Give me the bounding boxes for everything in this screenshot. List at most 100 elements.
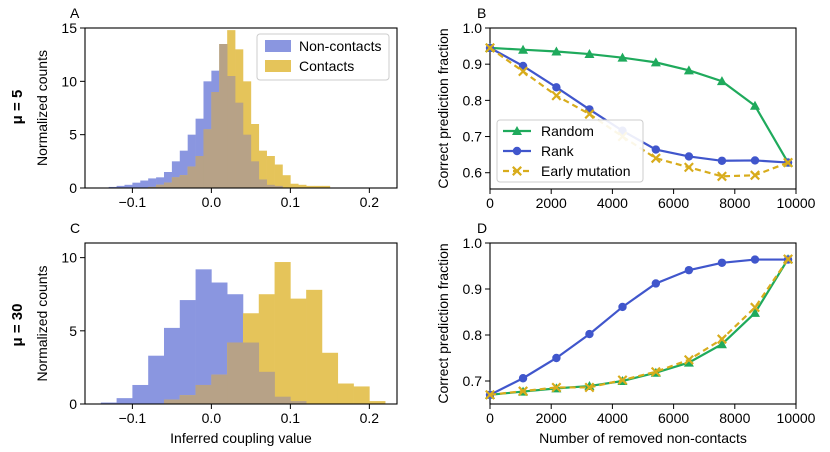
overlap-bar [195,156,204,188]
x-marker [617,375,628,386]
x-tick-label: 2000 [536,195,567,211]
panel-b: 0 2000 4000 6000 8000 10000 0.6 0.7 0.8 0.9 1.0B Co… [435,5,816,211]
x-marker [551,382,562,393]
contacts-bar [290,183,299,188]
row-label-mu30: μ = 30 [9,304,26,347]
y-axis-label: Correct prediction fraction [435,243,451,403]
panel-letter: D [477,220,487,236]
axes-frame [84,27,398,189]
overlap-bar [250,161,260,188]
histogram-bars [100,262,386,404]
noncontacts-bar [171,161,181,188]
triangle-marker [650,57,661,67]
x-marker [485,389,495,400]
y-tick-label: 0 [69,396,77,412]
x-tick-label: −0.1 [119,410,147,426]
overlap-bar [195,384,212,404]
axes-frame [489,242,797,405]
x-marker [518,66,529,77]
y-tick-label: 1.0 [463,20,483,36]
x-tick-label: 8000 [719,195,750,211]
row-label-mu5: μ = 5 [9,90,26,125]
triangle-marker [716,76,727,86]
overlap-bar [242,342,260,404]
triangle-marker [683,357,694,367]
y-tick-label: 5 [69,323,77,339]
overlap-bar [163,182,173,188]
y-tick-label: 0.8 [463,92,483,108]
y-axis-label: Correct prediction fraction [435,28,451,188]
x-marker [584,109,595,120]
y-tick-label: 0.7 [463,373,483,389]
overlap-bar [290,401,307,404]
legend-label: Rank [541,143,575,159]
contacts-bar [369,401,386,404]
x-tick-label: 0.0 [202,194,222,210]
noncontacts-bar [156,177,165,188]
legend-label: Non-contacts [299,38,381,54]
legend-swatch [265,60,291,72]
x-tick-label: 0.1 [281,410,301,426]
overlap-bar [258,371,275,404]
x-marker [783,157,794,168]
circle-marker [717,156,727,165]
legend-label: Random [541,123,594,139]
x-marker [650,153,661,164]
x-marker [485,42,495,53]
series-early [485,254,794,400]
overlap-bar [242,134,252,188]
circle-marker [651,279,661,288]
noncontacts-bar [148,355,165,404]
legend-label: Contacts [299,58,354,74]
x-marker [512,166,522,176]
y-tick-label: 0.7 [463,129,483,145]
x-tick-label: 4000 [597,410,628,426]
panel-letter: C [70,220,80,236]
x-tick-label: 0.1 [281,194,301,210]
y-tick-label: 10 [61,250,77,266]
panel-a: −0.1 0.0 0.1 0.2 0 5 10 15A Normalized counts Non… [34,5,398,210]
circle-marker [717,258,727,267]
noncontacts-bar [187,134,196,188]
x-tick-label: 2000 [536,410,567,426]
noncontacts-bar [179,300,196,404]
y-axis-label: Normalized counts [34,266,50,382]
x-marker [518,386,529,397]
x-tick-label: −0.1 [119,194,147,210]
contacts-bar [250,124,260,188]
legend: Non-contacts Contacts [256,33,390,81]
x-marker [683,354,694,365]
noncontacts-bar [179,150,188,188]
contacts-bar [353,386,370,404]
circle-marker [618,302,627,312]
overlap-bar [179,395,196,404]
x-axis-label: Number of removed non-contacts [539,430,747,446]
x-marker [584,382,595,393]
circle-marker [518,374,528,383]
overlap-bar [258,179,267,188]
x-marker [783,254,794,265]
series-line [489,258,789,396]
contacts-bar [290,298,307,404]
overlap-bar [211,92,220,188]
overlap-bar [274,396,291,404]
y-tick-label: 10 [61,73,77,89]
panel-c: −0.1 0.0 0.1 0.2 0 5 10 C Normalized counts Infer… [34,220,398,446]
x-tick-label: 10000 [777,195,816,211]
overlap-bar [187,166,196,188]
x-marker [650,366,661,377]
overlap-bar [219,44,228,188]
panel-letter: A [70,5,80,21]
x-marker [683,162,694,173]
contacts-bar [306,185,315,188]
series-line [489,46,789,164]
histogram-bars [108,30,331,188]
x-tick-label: 4000 [597,195,628,211]
y-axis-label: Normalized counts [34,50,50,166]
contacts-bar [282,175,291,188]
x-tick-label: 0.2 [360,410,380,426]
triangle-marker [551,46,562,56]
circle-marker [552,83,561,92]
triangle-marker [749,100,760,110]
overlap-bar [266,184,275,188]
